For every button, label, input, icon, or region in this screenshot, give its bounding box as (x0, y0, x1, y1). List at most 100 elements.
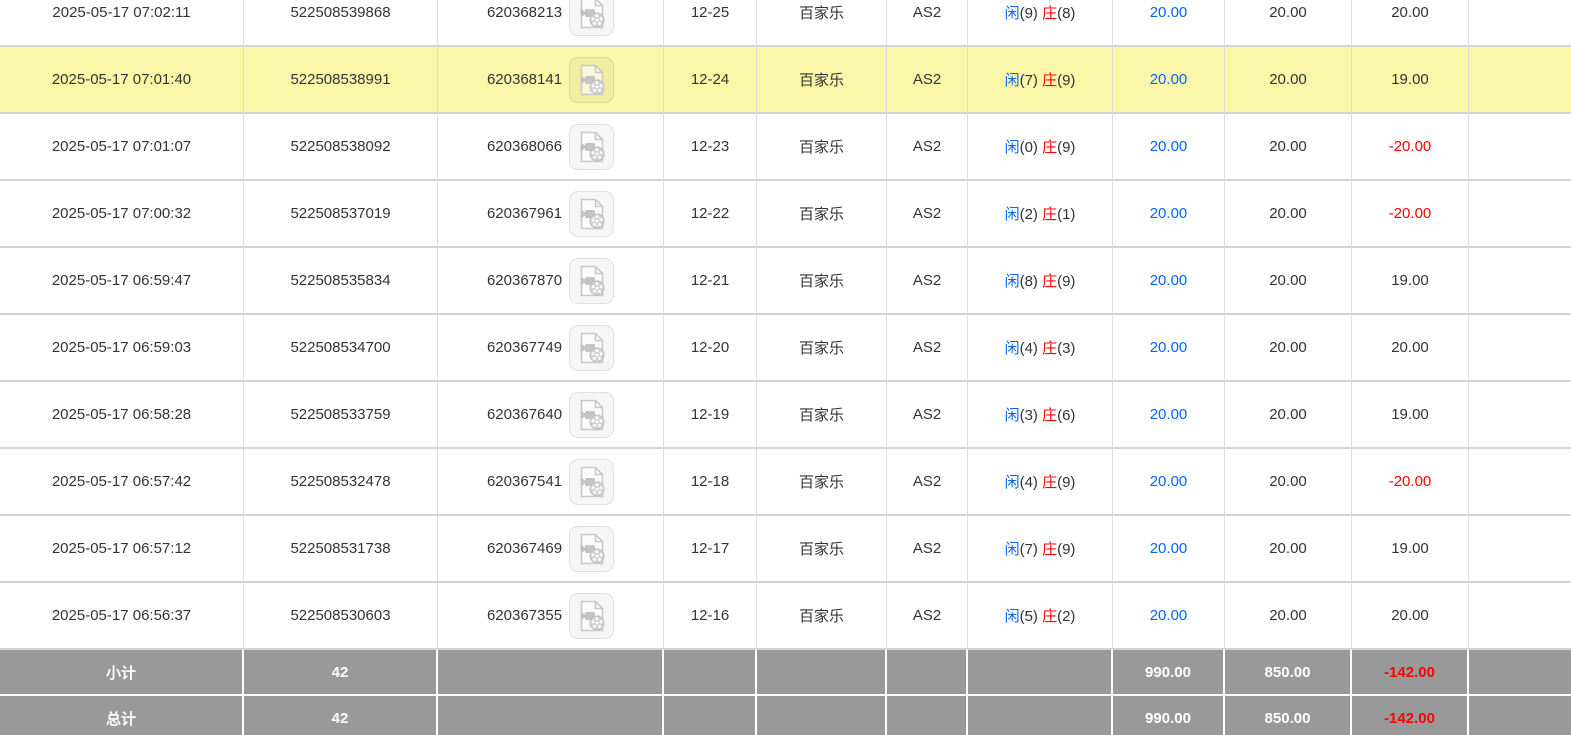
video-file-icon (577, 63, 607, 97)
game-id-cell: 620367469 (438, 516, 664, 583)
summary-valid-bet-cell: 990.00 (1113, 696, 1225, 735)
subtotal-label: 小计 (0, 650, 244, 696)
bet-time-cell: 2025-05-17 07:01:40 (0, 47, 244, 114)
empty-cell (1469, 0, 1571, 47)
table-name-cell: AS2 (887, 315, 968, 382)
result-cell: 闲(2) 庄(1) (968, 181, 1113, 248)
player-score: (7) (1019, 72, 1043, 89)
game-id-value: 620367355 (486, 607, 563, 624)
valid-bet-link[interactable]: 20.00 (1113, 449, 1225, 516)
summary-empty-cell (438, 696, 664, 735)
table-name-cell: AS2 (887, 516, 968, 583)
banker-score: (9) (1057, 474, 1076, 491)
empty-cell (1469, 583, 1571, 650)
win-loss-cell: 20.00 (1352, 583, 1469, 650)
table-row[interactable]: 2025-05-17 06:59:47 522508535834 620367870… (0, 248, 1571, 315)
valid-bet-link[interactable]: 20.00 (1113, 315, 1225, 382)
game-id-wrap: 620367749 (438, 324, 663, 371)
bet-time-cell: 2025-05-17 07:01:07 (0, 114, 244, 181)
video-replay-button[interactable] (569, 56, 615, 103)
valid-bet-link[interactable]: 20.00 (1113, 47, 1225, 114)
bet-id-cell: 522508539868 (244, 0, 438, 47)
bet-time-cell: 2025-05-17 06:59:03 (0, 315, 244, 382)
result-cell: 闲(7) 庄(9) (968, 47, 1113, 114)
bet-amount-cell: 20.00 (1225, 0, 1352, 47)
summary-empty-cell (438, 650, 664, 696)
game-id-value: 620367961 (486, 205, 563, 222)
summary-count-cell: 42 (244, 696, 438, 735)
table-row[interactable]: 2025-05-17 06:57:42 522508532478 620367541… (0, 449, 1571, 516)
summary-empty-cell (757, 650, 887, 696)
summary-empty-cell (968, 696, 1113, 735)
table-row[interactable]: 2025-05-17 07:01:07 522508538092 620368066… (0, 114, 1571, 181)
bet-amount-cell: 20.00 (1225, 315, 1352, 382)
bet-amount-cell: 20.00 (1225, 114, 1352, 181)
summary-empty-cell (757, 696, 887, 735)
video-replay-button[interactable] (569, 391, 615, 438)
valid-bet-link[interactable]: 20.00 (1113, 583, 1225, 650)
bet-id-cell: 522508535834 (244, 248, 438, 315)
table-name-cell: AS2 (887, 382, 968, 449)
banker-label: 庄 (1042, 273, 1058, 290)
valid-bet-link[interactable]: 20.00 (1113, 516, 1225, 583)
banker-label: 庄 (1042, 407, 1058, 424)
empty-cell (1469, 114, 1571, 181)
game-id-cell: 620368213 (438, 0, 664, 47)
video-replay-button[interactable] (569, 257, 615, 304)
subtotal-row: 小计 42 990.00 850.00 -142.00 (0, 650, 1571, 696)
game-id-value: 620368066 (486, 138, 563, 155)
table-row[interactable]: 2025-05-17 06:56:37 522508530603 620367355… (0, 583, 1571, 650)
video-replay-button[interactable] (569, 458, 615, 505)
bet-time-cell: 2025-05-17 07:02:11 (0, 0, 244, 47)
video-replay-button[interactable] (569, 525, 615, 572)
round-cell: 12-16 (664, 583, 757, 650)
bet-time-cell: 2025-05-17 06:58:28 (0, 382, 244, 449)
game-id-cell: 620367355 (438, 583, 664, 650)
table-name-cell: AS2 (887, 248, 968, 315)
video-replay-button[interactable] (569, 0, 615, 36)
video-replay-button[interactable] (569, 592, 615, 639)
win-loss-cell: -20.00 (1352, 114, 1469, 181)
game-id-wrap: 620367640 (438, 391, 663, 438)
summary-bet-amount-cell: 850.00 (1225, 650, 1352, 696)
round-cell: 12-18 (664, 449, 757, 516)
valid-bet-link[interactable]: 20.00 (1113, 382, 1225, 449)
win-loss-cell: -20.00 (1352, 181, 1469, 248)
game-id-value: 620368141 (486, 71, 563, 88)
result-cell: 闲(3) 庄(6) (968, 382, 1113, 449)
player-label: 闲 (1004, 5, 1020, 22)
banker-score: (2) (1057, 608, 1076, 625)
banker-score: (9) (1057, 541, 1076, 558)
valid-bet-link[interactable]: 20.00 (1113, 181, 1225, 248)
game-id-value: 620367640 (486, 406, 563, 423)
round-cell: 12-21 (664, 248, 757, 315)
game-id-wrap: 620367870 (438, 257, 663, 304)
valid-bet-link[interactable]: 20.00 (1113, 0, 1225, 47)
video-replay-button[interactable] (569, 324, 615, 371)
game-id-value: 620367541 (486, 473, 563, 490)
game-id-wrap: 620367355 (438, 592, 663, 639)
empty-cell (1469, 248, 1571, 315)
valid-bet-link[interactable]: 20.00 (1113, 114, 1225, 181)
game-id-wrap: 620367469 (438, 525, 663, 572)
video-replay-button[interactable] (569, 123, 615, 170)
table-row[interactable]: 2025-05-17 07:00:32 522508537019 620367961… (0, 181, 1571, 248)
game-id-wrap: 620368141 (438, 56, 663, 103)
player-label: 闲 (1004, 541, 1020, 558)
bet-time-cell: 2025-05-17 07:00:32 (0, 181, 244, 248)
valid-bet-link[interactable]: 20.00 (1113, 248, 1225, 315)
bet-id-cell: 522508538092 (244, 114, 438, 181)
table-row[interactable]: 2025-05-17 06:59:03 522508534700 620367749… (0, 315, 1571, 382)
banker-label: 庄 (1042, 474, 1058, 491)
table-name-cell: AS2 (887, 583, 968, 650)
table-row-highlighted[interactable]: 2025-05-17 07:01:40 522508538991 620368141… (0, 47, 1571, 114)
video-replay-button[interactable] (569, 190, 615, 237)
table-row[interactable]: 2025-05-17 06:58:28 522508533759 620367640… (0, 382, 1571, 449)
table-row[interactable]: 2025-05-17 07:02:11 522508539868 620368213… (0, 0, 1571, 47)
bet-time-cell: 2025-05-17 06:56:37 (0, 583, 244, 650)
round-cell: 12-22 (664, 181, 757, 248)
bet-id-cell: 522508537019 (244, 181, 438, 248)
game-id-cell: 620367961 (438, 181, 664, 248)
table-row[interactable]: 2025-05-17 06:57:12 522508531738 620367469… (0, 516, 1571, 583)
game-type-cell: 百家乐 (757, 583, 887, 650)
